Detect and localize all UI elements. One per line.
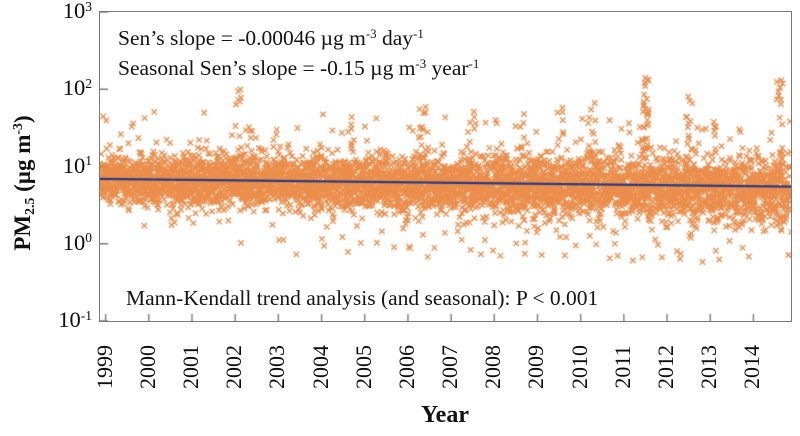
x-tick-label-2011: 2011 [609,345,635,389]
x-tick-label-1999: 1999 [91,345,117,389]
x-tick-label-2014: 2014 [739,345,765,389]
y-tick-label: 100 [62,229,92,255]
x-axis-title: Year [421,402,469,428]
x-tick-label-2002: 2002 [221,345,247,389]
x-tick-label-2005: 2005 [350,345,376,389]
annotation-sens-slope: Sen’s slope = -0.00046 µg m-3 day-1 [118,26,424,50]
x-tick-label-2009: 2009 [523,345,549,389]
plot-area: Sen’s slope = -0.00046 µg m-3 day-1 Seas… [99,11,792,322]
x-tick-label-2001: 2001 [177,345,203,389]
x-tick-label-2006: 2006 [393,345,419,389]
y-tick-label: 10-1 [58,307,92,332]
annotation-mann-kendall: Mann-Kendall trend analysis (and seasona… [126,286,599,310]
x-tick-label-2008: 2008 [480,345,506,389]
x-tick-label-2012: 2012 [653,345,679,389]
x-tick-label-2010: 2010 [566,345,592,389]
scatter-plot-canvas [100,12,791,321]
y-tick-label: 103 [62,0,92,23]
y-tick-label: 101 [62,152,92,178]
x-tick-label-2004: 2004 [307,345,333,389]
annotation-seasonal-sens-slope: Seasonal Sen’s slope = -0.15 µg m-3 year… [118,56,480,80]
y-tick-label: 102 [62,75,92,101]
x-tick-label-2000: 2000 [134,345,160,389]
x-tick-label-2013: 2013 [696,345,722,389]
x-tick-label-2003: 2003 [264,345,290,389]
x-tick-label-2007: 2007 [437,345,463,389]
